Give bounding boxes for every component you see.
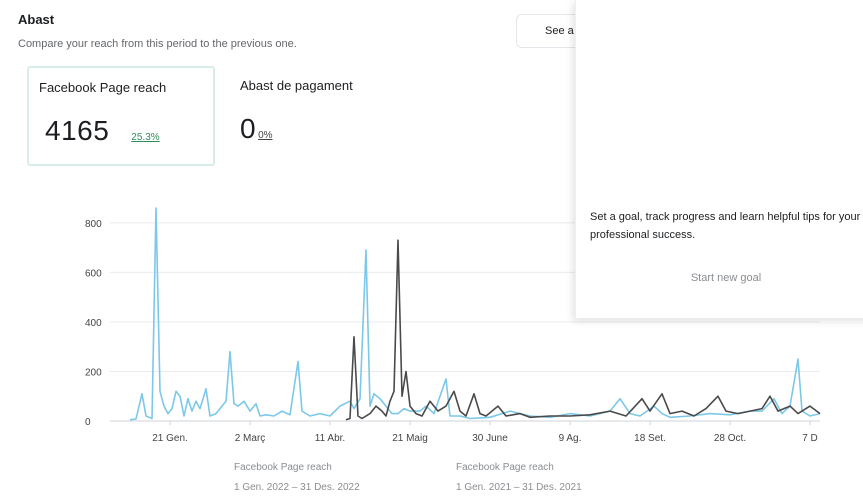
y-tick-label: 600 (85, 268, 102, 279)
x-tick-label: 30 June (472, 433, 508, 444)
legend-date-range: 1 Gen. 2022 – 31 Des. 2022 (234, 482, 360, 493)
series-line-current (129, 207, 821, 421)
x-tick-label: 9 Ag. (559, 433, 582, 444)
x-tick-label: 18 Set. (634, 433, 666, 444)
goal-description: Set a goal, track progress and learn hel… (590, 211, 861, 241)
chart-series (129, 207, 821, 421)
y-tick-label: 200 (85, 367, 102, 378)
y-tick-label: 800 (85, 219, 102, 230)
metric-row: 0 0% (240, 113, 410, 145)
metric-row: 4165 25.3% (39, 115, 203, 147)
start-new-goal-button[interactable]: Start new goal (576, 272, 863, 284)
y-tick-label: 400 (85, 318, 102, 329)
x-tick-label: 7 D (802, 433, 818, 444)
legend-date-range: 1 Gen. 2021 – 31 Des. 2021 (456, 482, 582, 493)
reach-subtitle: Compare your reach from this period to t… (18, 38, 297, 50)
x-tick-label: 2 Març (235, 433, 266, 444)
metric-change[interactable]: 0% (258, 130, 273, 141)
metric-label: Abast de pagament (240, 78, 353, 93)
metric-value: 0 (240, 113, 257, 144)
y-axis-ticks: 0 200 400 600 800 (85, 219, 102, 428)
series-line-previous (345, 239, 821, 421)
metric-label: Facebook Page reach (39, 80, 167, 95)
metric-value: 4165 (45, 115, 110, 146)
legend-series-name: Facebook Page reach (456, 462, 554, 473)
x-axis-ticks: 21 Gen. 2 Març 11 Abr. 21 Maig 30 June 9 Ag. 1… (152, 421, 818, 444)
x-tick-label: 28 Oct. (714, 433, 746, 444)
reach-title: Abast (18, 12, 55, 27)
legend-series-name: Facebook Page reach (234, 462, 332, 473)
x-tick-label: 11 Abr. (315, 433, 345, 444)
goal-panel: Set a goal, track progress and learn hel… (575, 0, 863, 318)
legend-current-period: Facebook Page reach 1 Gen. 2022 – 31 Des… (234, 458, 360, 498)
metric-card-paid-reach[interactable]: Abast de pagament 0 0% (230, 66, 420, 166)
x-tick-label: 21 Gen. (152, 433, 188, 444)
y-tick-label: 0 (85, 417, 91, 428)
metric-change[interactable]: 25.3% (131, 132, 160, 143)
metric-card-page-reach[interactable]: Facebook Page reach 4165 25.3% (27, 66, 215, 166)
legend-previous-period: Facebook Page reach 1 Gen. 2021 – 31 Des… (456, 458, 582, 498)
x-tick-label: 21 Maig (392, 433, 428, 444)
